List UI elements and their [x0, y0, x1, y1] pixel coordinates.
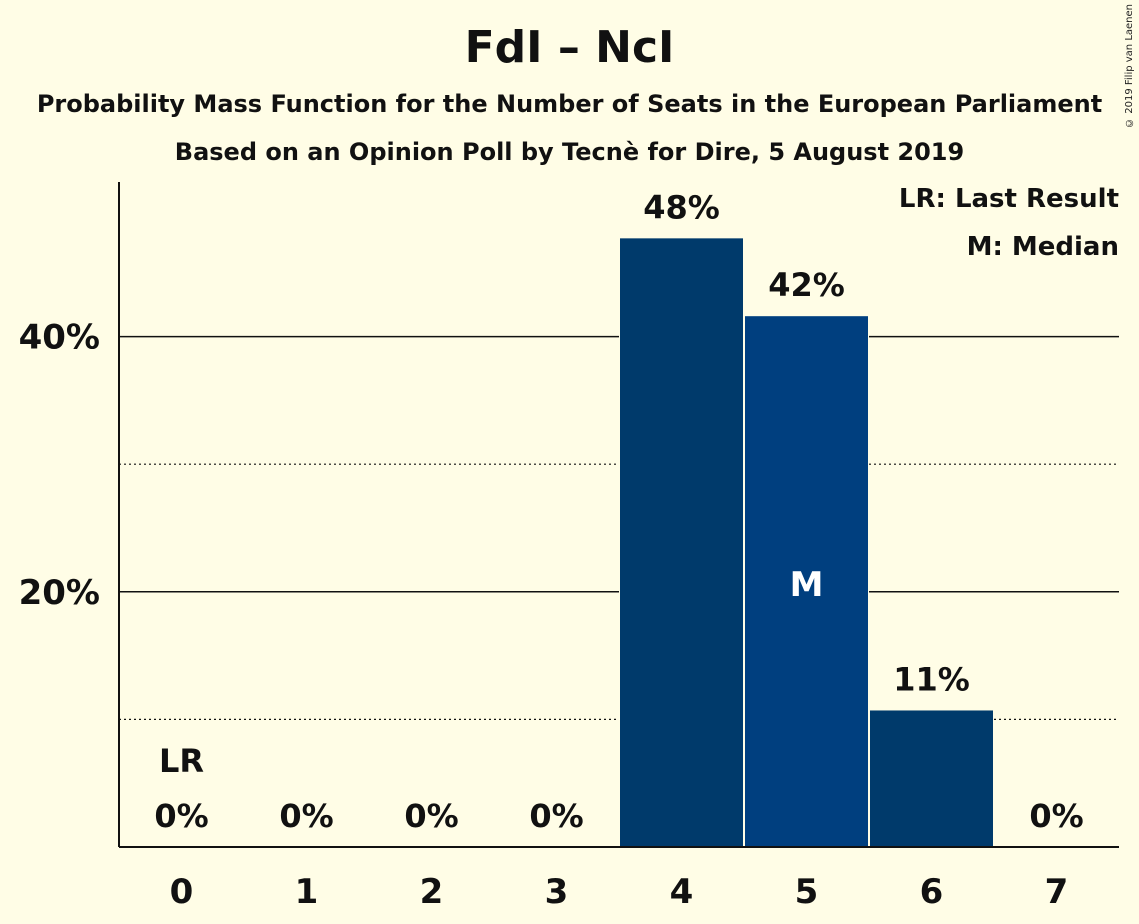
bar	[870, 710, 993, 847]
data-label: 0%	[529, 797, 583, 835]
x-tick-label: 2	[420, 872, 444, 912]
data-label: 11%	[893, 660, 970, 698]
x-tick-label: 7	[1045, 872, 1069, 912]
x-tick-label: 1	[295, 872, 319, 912]
data-label: 42%	[768, 266, 845, 304]
bar	[745, 316, 868, 848]
data-label: 0%	[404, 797, 458, 835]
legend-last-result: LR: Last Result	[898, 184, 1119, 214]
data-label: 0%	[279, 797, 333, 835]
median-marker: M	[790, 565, 824, 605]
x-tick-label: 6	[920, 872, 944, 912]
y-tick-label: 20%	[19, 573, 100, 613]
last-result-marker: LR	[159, 742, 204, 780]
chart-title: FdI – NcI	[464, 22, 675, 73]
x-tick-label: 5	[795, 872, 819, 912]
data-label: 0%	[1029, 797, 1083, 835]
y-tick-label: 40%	[19, 318, 100, 358]
data-label: 48%	[643, 188, 720, 226]
x-tick-label: 0	[170, 872, 194, 912]
chart-source: Based on an Opinion Poll by Tecnè for Di…	[174, 138, 965, 166]
x-tick-label: 4	[670, 872, 694, 912]
data-label: 0%	[154, 797, 208, 835]
bar	[620, 238, 743, 847]
legend-median: M: Median	[966, 232, 1119, 262]
chart-subtitle: Probability Mass Function for the Number…	[36, 90, 1103, 118]
x-tick-label: 3	[545, 872, 569, 912]
